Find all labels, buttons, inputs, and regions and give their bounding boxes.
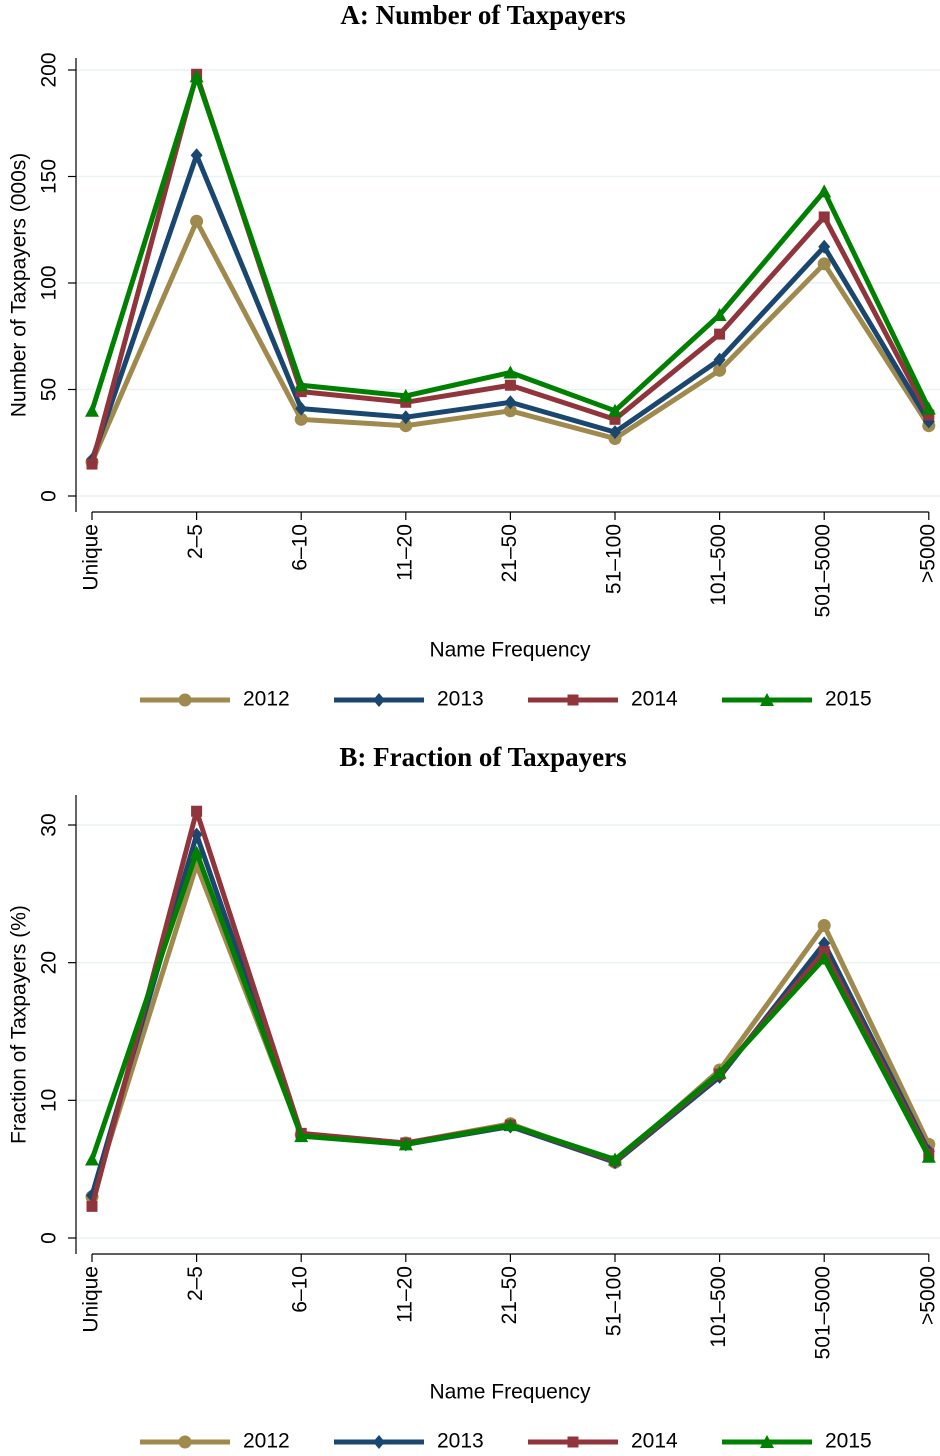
x-tick-label: Unique (80, 1266, 103, 1333)
x-tick-label: 6–10 (289, 1266, 312, 1313)
legend-label: 2015 (825, 688, 872, 711)
legend-marker (373, 693, 385, 707)
x-tick-label: 11–20 (393, 1266, 416, 1323)
point (503, 365, 518, 379)
legend-marker (178, 1435, 192, 1449)
y-tick-label: 50 (38, 378, 61, 401)
point (398, 388, 413, 402)
point (609, 413, 621, 425)
y-tick-label: 150 (38, 159, 61, 194)
point (923, 409, 935, 421)
point (921, 401, 936, 415)
point (399, 419, 413, 433)
x-tick-label: >5000 (916, 524, 939, 583)
point (921, 1149, 936, 1163)
legend-label: 2012 (243, 1430, 290, 1453)
point (504, 379, 516, 391)
point (713, 363, 727, 377)
x-tick-label: 2–5 (184, 1266, 207, 1301)
legend-marker (567, 694, 579, 706)
point (503, 1118, 518, 1132)
point (608, 403, 622, 417)
series-line (89, 218, 931, 463)
legend-label: 2013 (437, 688, 484, 711)
point (817, 951, 832, 965)
y-tick-label: 10 (38, 1089, 61, 1112)
x-tick-label: 501–5000 (812, 524, 835, 617)
point (294, 1129, 309, 1143)
legend-marker (567, 1436, 579, 1448)
point (712, 307, 727, 321)
x-tick-label: 101–500 (707, 1266, 730, 1348)
x-tick-label: 6–10 (289, 524, 312, 571)
point (399, 410, 412, 425)
y-tick-label: 200 (38, 52, 61, 87)
x-tick-label: 501–5000 (812, 1266, 835, 1359)
legend-marker (373, 1435, 385, 1449)
point (398, 1137, 413, 1151)
point (294, 378, 309, 392)
legend-label: 2013 (437, 1430, 484, 1453)
point (818, 211, 830, 223)
x-tick-label: 51–100 (603, 1266, 626, 1336)
point (712, 1065, 727, 1079)
x-tick-label: >5000 (916, 1266, 939, 1325)
point (189, 69, 204, 83)
point (190, 214, 204, 228)
legend-label: 2012 (243, 688, 290, 711)
point (714, 328, 726, 340)
y-axis-label: Fraction of Taxpayers (%) (8, 905, 31, 1144)
legend-label: 2015 (825, 1430, 872, 1453)
x-tick-label: 2–5 (184, 524, 207, 559)
point (191, 805, 203, 817)
point (86, 458, 98, 470)
chart-title: A: Number of Taxpayers (340, 0, 625, 30)
x-tick-label: 51–100 (603, 524, 626, 594)
point (295, 401, 308, 416)
x-axis-label: Name Frequency (429, 639, 591, 662)
point (817, 257, 831, 271)
point (818, 239, 831, 254)
series-line (89, 832, 932, 1197)
y-tick-label: 30 (38, 813, 61, 836)
legend-marker (178, 693, 192, 707)
legend-marker (760, 1435, 774, 1448)
point (86, 1200, 98, 1212)
point (817, 184, 832, 198)
point (713, 352, 726, 367)
series-line (89, 808, 932, 1207)
y-tick-label: 0 (38, 490, 61, 502)
y-axis-label: Number of Taxpayers (000s) (8, 153, 31, 418)
point (503, 404, 517, 418)
legend-label: 2014 (631, 688, 678, 711)
point (190, 148, 203, 163)
point (295, 386, 307, 398)
point (608, 1152, 622, 1166)
x-tick-label: 21–50 (498, 524, 521, 582)
point (189, 845, 204, 859)
legend-label: 2014 (631, 1430, 678, 1453)
y-tick-label: 100 (38, 265, 61, 300)
point (817, 918, 831, 932)
chart-title: B: Fraction of Taxpayers (339, 742, 626, 772)
point (85, 403, 99, 417)
legend-marker (760, 693, 774, 706)
point (294, 412, 308, 426)
x-tick-label: 21–50 (498, 1266, 521, 1324)
point (400, 396, 412, 408)
point (609, 425, 621, 440)
y-tick-label: 0 (38, 1232, 61, 1244)
point (504, 395, 517, 410)
x-axis-label: Name Frequency (429, 1381, 591, 1404)
point (85, 1152, 99, 1166)
y-tick-label: 20 (38, 951, 61, 974)
x-tick-label: 101–500 (707, 524, 730, 606)
x-tick-label: Unique (80, 524, 103, 591)
x-tick-label: 11–20 (393, 524, 416, 581)
